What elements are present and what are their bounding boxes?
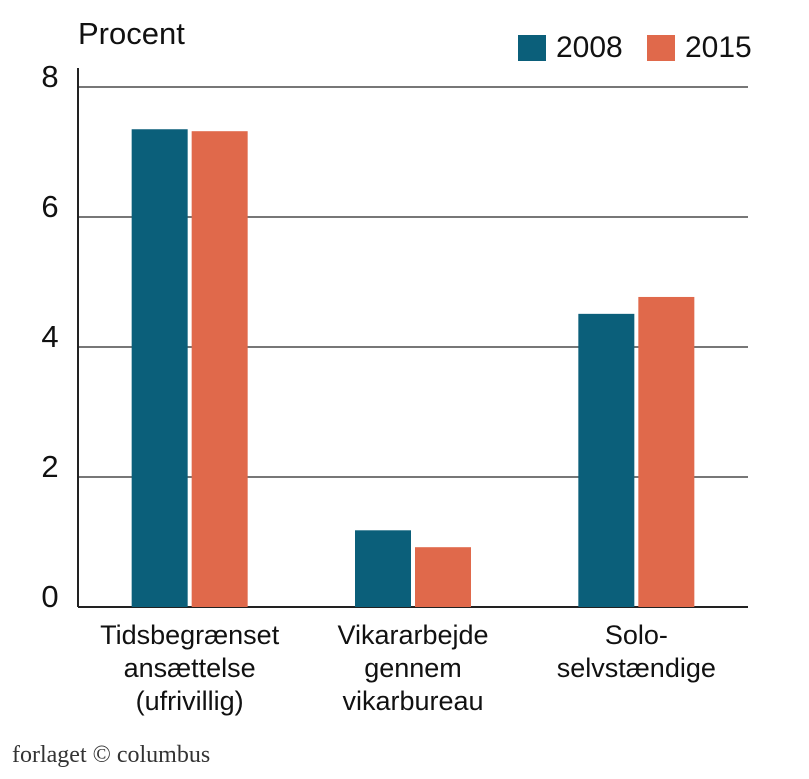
bar [578,313,635,607]
y-axis-label: Procent [78,16,185,51]
y-tick-label: 2 [41,449,58,484]
y-tick-label: 6 [41,189,58,224]
legend-label: 2008 [556,31,623,64]
y-tick-label: 8 [41,59,58,94]
bar [355,530,411,607]
y-tick-label: 0 [41,579,58,614]
bar [638,296,695,607]
legend-swatch [518,35,546,61]
x-tick-label: Tidsbegrænset ansættelse (ufrivillig) [100,620,280,716]
bar [415,547,471,607]
x-tick-label: Solo- selvstændige [556,620,716,683]
legend-swatch [647,35,675,61]
x-tick-label: Vikararbejde gennem vikarbureau [337,620,489,716]
legend-label: 2015 [685,31,752,64]
footer: forlaget © columbus [12,742,211,768]
y-tick-label: 4 [41,319,58,354]
bar [191,131,248,607]
bar [131,129,188,607]
